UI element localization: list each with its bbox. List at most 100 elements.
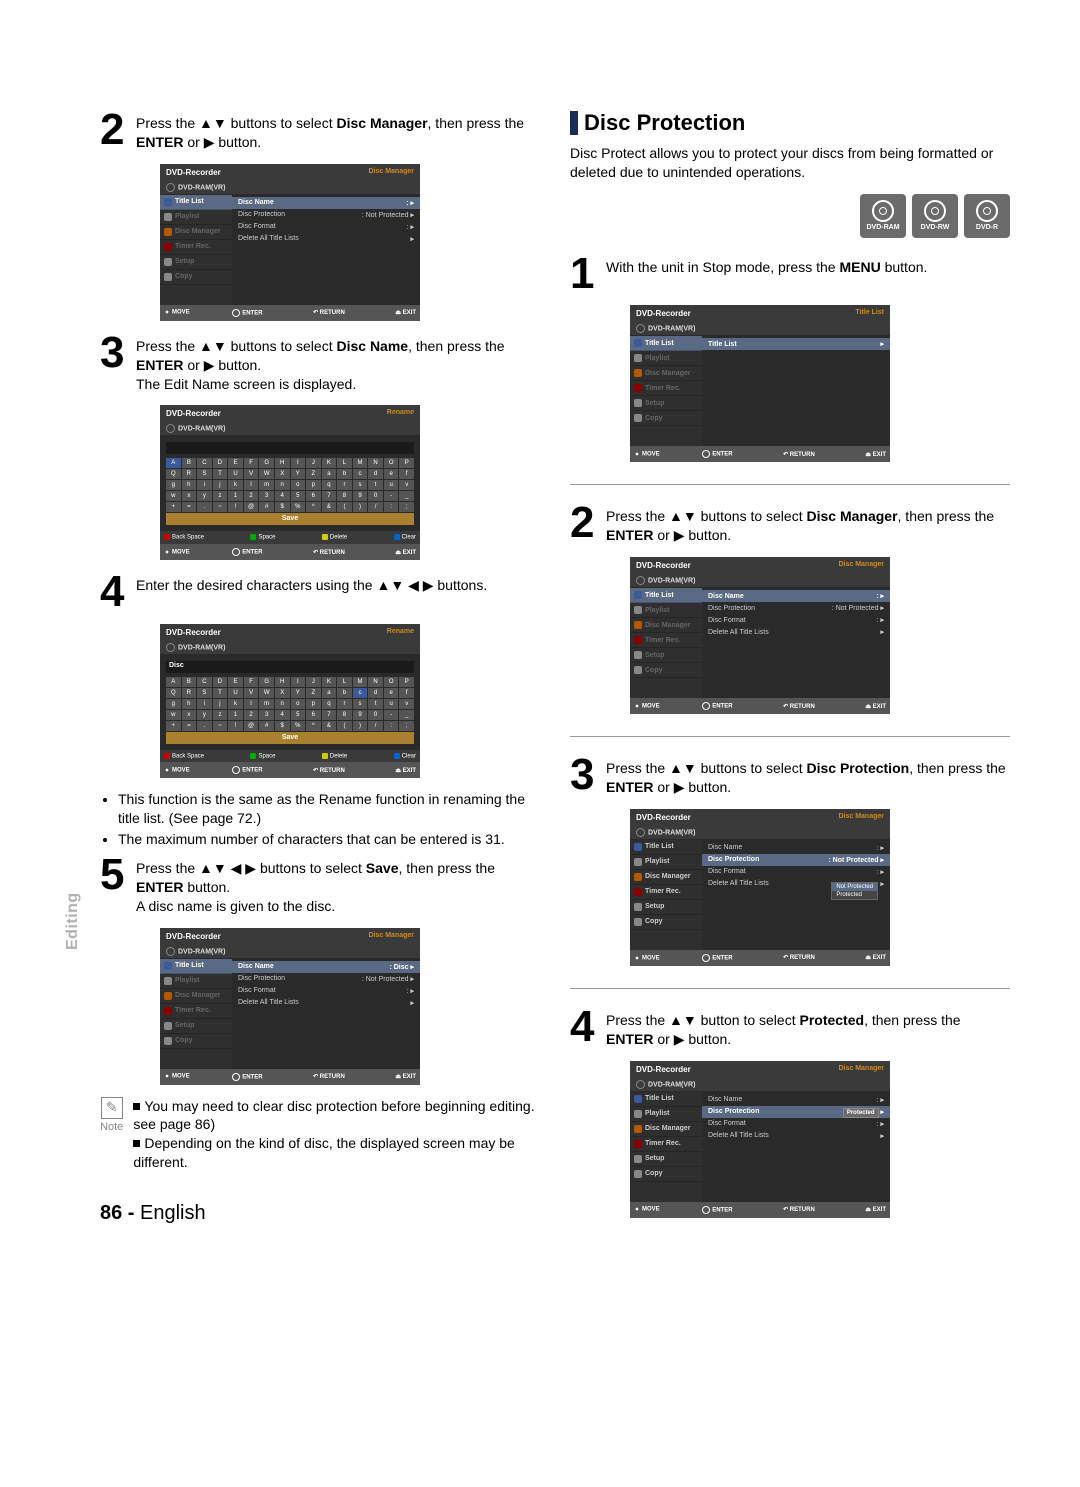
sidebar-item[interactable]: Playlist xyxy=(630,1107,702,1122)
save-button[interactable]: Save xyxy=(166,732,414,744)
menu-row[interactable]: Disc Format: ▸ xyxy=(702,866,890,878)
sidebar-item[interactable]: Disc Manager xyxy=(160,225,232,240)
sidebar-item[interactable]: Playlist xyxy=(160,974,232,989)
ui-main: Disc Name: ▸Disc Protection: Not Protect… xyxy=(702,840,890,950)
menu-row[interactable]: Disc Format: ▸ xyxy=(702,614,890,626)
onscreen-keyboard[interactable]: ABCDEFGHIJKLMNOPQRSTUVWXYZabcdefghijklmn… xyxy=(166,458,414,525)
menu-row[interactable]: Delete All Title Lists ▸ xyxy=(702,1130,890,1142)
step-r3: 3 Press the ▲▼ buttons to select Disc Pr… xyxy=(570,755,1010,797)
ui-header: DVD-RecorderDisc Manager xyxy=(630,557,890,574)
menu-row[interactable]: Title List▸ xyxy=(702,338,890,350)
menu-row[interactable]: Disc Name: ▸ xyxy=(702,842,890,854)
menu-row[interactable]: Disc Name: ▸ xyxy=(232,197,420,209)
sidebar-item[interactable]: Disc Manager xyxy=(630,618,702,633)
step-text: With the unit in Stop mode, press the ME… xyxy=(606,254,927,277)
ui-sidebar: Title ListPlaylistDisc ManagerTimer Rec.… xyxy=(630,840,702,950)
disc-mode: DVD-RAM(VR) xyxy=(160,422,420,436)
sidebar-item[interactable]: Title List xyxy=(160,195,232,210)
disc-mode: DVD-RAM(VR) xyxy=(630,1078,890,1092)
menu-row[interactable]: Disc Name: Disc ▸ xyxy=(232,961,420,973)
ui-header: DVD-RecorderDisc Manager xyxy=(160,928,420,945)
sidebar-item[interactable]: Copy xyxy=(630,411,702,426)
sidebar-item[interactable]: Setup xyxy=(630,396,702,411)
sidebar-item[interactable]: Playlist xyxy=(630,855,702,870)
sidebar-item[interactable]: Disc Manager xyxy=(160,989,232,1004)
disc-mode: DVD-RAM(VR) xyxy=(630,574,890,588)
sidebar-item[interactable]: Setup xyxy=(630,900,702,915)
screenshot-dm-protdd: DVD-RecorderDisc Manager DVD-RAM(VR) Tit… xyxy=(630,809,1010,966)
ui-header: DVD-RecorderTitle List xyxy=(630,305,890,322)
sidebar-item[interactable]: Title List xyxy=(630,336,702,351)
sidebar-item[interactable]: Disc Manager xyxy=(630,870,702,885)
menu-row[interactable]: Delete All Title Lists ▸ xyxy=(702,626,890,638)
sidebar-item[interactable]: Copy xyxy=(160,270,232,285)
sidebar-item[interactable]: Timer Rec. xyxy=(160,1004,232,1019)
sidebar-item[interactable]: Timer Rec. xyxy=(160,240,232,255)
menu-row[interactable]: Delete All Title Lists ▸ xyxy=(232,997,420,1009)
sidebar-item[interactable]: Copy xyxy=(630,915,702,930)
divider xyxy=(570,988,1010,989)
name-field[interactable]: Disc xyxy=(166,661,414,673)
sidebar-item[interactable]: Disc Manager xyxy=(630,1122,702,1137)
menu-row[interactable]: Disc Format: ▸ xyxy=(702,1118,890,1130)
sidebar-item[interactable]: Playlist xyxy=(630,351,702,366)
sidebar-item[interactable]: Timer Rec. xyxy=(630,381,702,396)
save-button[interactable]: Save xyxy=(166,513,414,525)
step-r4: 4 Press the ▲▼ button to select Protecte… xyxy=(570,1007,1010,1049)
ui-header: DVD-RecorderDisc Manager xyxy=(630,809,890,826)
screenshot-dm-1: DVD-RecorderDisc Manager DVD-RAM(VR) Tit… xyxy=(160,164,540,321)
sidebar-item[interactable]: Setup xyxy=(160,1019,232,1034)
step-number: 4 xyxy=(100,572,128,612)
section-label: Editing xyxy=(64,892,82,950)
menu-row[interactable]: Disc ProtectionProtected ▸ xyxy=(702,1106,890,1118)
ui-main: Disc Name: ▸Disc Protection: Not Protect… xyxy=(232,195,420,305)
step-number: 3 xyxy=(570,755,598,795)
screenshot-rename-blank: DVD-RecorderRename DVD-RAM(VR) ABCDEFGHI… xyxy=(160,405,540,560)
menu-row[interactable]: Disc Name: ▸ xyxy=(702,590,890,602)
left-column: 2 Press the ▲▼ buttons to select Disc Ma… xyxy=(100,110,540,1230)
sidebar-item[interactable]: Timer Rec. xyxy=(630,633,702,648)
dropdown[interactable]: Not ProtectedProtected xyxy=(831,882,878,900)
sidebar-item[interactable]: Setup xyxy=(630,648,702,663)
sidebar-item[interactable]: Copy xyxy=(630,1167,702,1182)
ui-footer: MOVEENTER↶ RETURN⏏ EXIT xyxy=(160,544,420,560)
menu-row[interactable]: Disc Name: ▸ xyxy=(702,1094,890,1106)
step-number: 1 xyxy=(570,254,598,294)
menu-row[interactable]: Disc Format: ▸ xyxy=(232,221,420,233)
sidebar-item[interactable]: Setup xyxy=(160,255,232,270)
divider xyxy=(570,736,1010,737)
menu-row[interactable]: Disc Protection: Not Protected ▸ xyxy=(232,209,420,221)
sidebar-item[interactable]: Disc Manager xyxy=(630,366,702,381)
onscreen-keyboard[interactable]: ABCDEFGHIJKLMNOPQRSTUVWXYZabcdefghijklmn… xyxy=(166,677,414,744)
screenshot-dm-protected: DVD-RecorderDisc Manager DVD-RAM(VR) Tit… xyxy=(630,1061,1010,1218)
keyboard-legend: Back SpaceSpaceDeleteClear xyxy=(160,531,420,544)
menu-row[interactable]: Disc Protection: Not Protected ▸ xyxy=(232,973,420,985)
step-r1: 1 With the unit in Stop mode, press the … xyxy=(570,254,1010,294)
sidebar-item[interactable]: Copy xyxy=(630,663,702,678)
sidebar-item[interactable]: Copy xyxy=(160,1034,232,1049)
disc-mode: DVD-RAM(VR) xyxy=(630,826,890,840)
step-text: Press the ▲▼ buttons to select Disc Mana… xyxy=(606,503,1010,545)
menu-row[interactable]: Disc Protection: Not Protected ▸ xyxy=(702,602,890,614)
ui-footer: MOVEENTER↶ RETURN⏏ EXIT xyxy=(630,1202,890,1218)
sidebar-item[interactable]: Title List xyxy=(160,959,232,974)
menu-row[interactable]: Disc Protection: Not Protected ▸ xyxy=(702,854,890,866)
sidebar-item[interactable]: Title List xyxy=(630,840,702,855)
sidebar-item[interactable]: Timer Rec. xyxy=(630,1137,702,1152)
sidebar-item[interactable]: Title List xyxy=(630,588,702,603)
dvd-ui-mock: DVD-RecorderDisc Manager DVD-RAM(VR) Tit… xyxy=(630,1061,890,1218)
badge-dvd-rw: DVD-RW xyxy=(912,194,958,238)
sidebar-item[interactable]: Title List xyxy=(630,1092,702,1107)
dvd-ui-mock: DVD-RecorderTitle List DVD-RAM(VR) Title… xyxy=(630,305,890,462)
sidebar-item[interactable]: Playlist xyxy=(630,603,702,618)
menu-row[interactable]: Disc Format: ▸ xyxy=(232,985,420,997)
name-field[interactable] xyxy=(166,442,414,454)
rename-panel: Disc ABCDEFGHIJKLMNOPQRSTUVWXYZabcdefghi… xyxy=(160,655,420,750)
ui-main: Disc Name: ▸Disc Protection: Not Protect… xyxy=(702,588,890,698)
step-text: Press the ▲▼ buttons to select Disc Prot… xyxy=(606,755,1010,797)
menu-row[interactable]: Delete All Title Lists ▸ xyxy=(232,233,420,245)
sidebar-item[interactable]: Playlist xyxy=(160,210,232,225)
note-icon: ✎ Note xyxy=(100,1097,123,1133)
sidebar-item[interactable]: Timer Rec. xyxy=(630,885,702,900)
sidebar-item[interactable]: Setup xyxy=(630,1152,702,1167)
